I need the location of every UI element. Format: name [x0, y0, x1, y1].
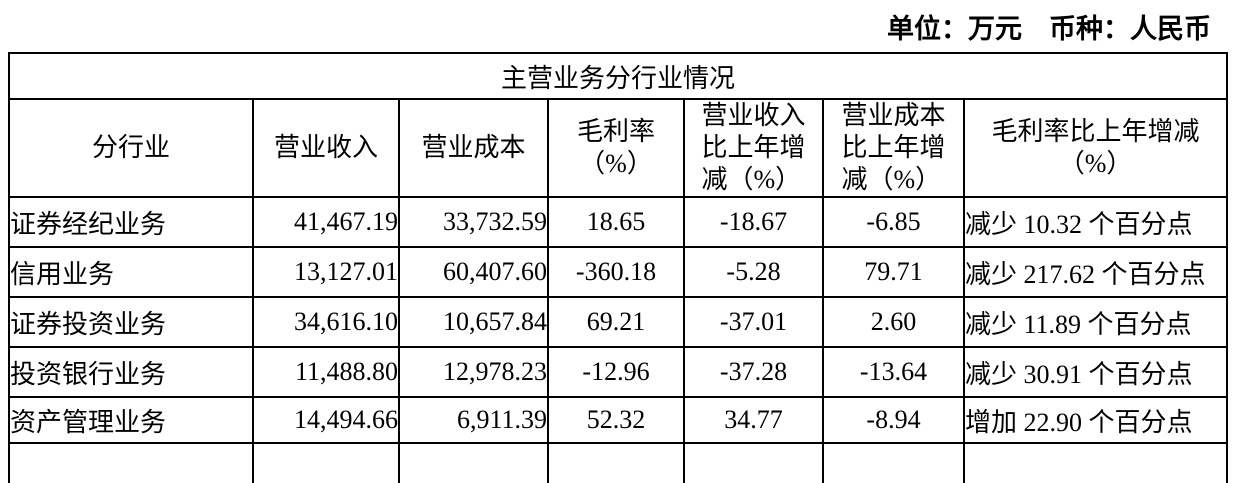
cell-revenue: 41,467.19: [252, 196, 400, 248]
cell-margin-change: 减少 11.89 个百分点: [962, 296, 1229, 348]
cell-gross-margin: 18.65: [547, 196, 685, 248]
cell-cost-change: -13.64: [822, 346, 965, 398]
cell-gross-margin: -12.96: [547, 346, 685, 398]
cell-revenue: 14,494.66: [252, 396, 400, 444]
cell-empty: [8, 442, 254, 483]
cell-industry: 证券投资业务: [8, 296, 254, 348]
col-header-industry-label: 分行业: [91, 133, 170, 162]
cell-revenue-change: -5.28: [683, 246, 824, 298]
industry-segment-table: 主营业务分行业情况 分行业 营业收入 营业成本 毛利率 （%） 营业收入 比上年…: [7, 52, 1229, 483]
col-header-cost-label: 营业成本: [421, 133, 526, 162]
cell-margin-change: 增加 22.90 个百分点: [962, 396, 1229, 444]
cell-margin-change: 减少 217.62 个百分点: [962, 246, 1229, 298]
cell-cost: 10,657.84: [398, 296, 549, 348]
table-row: 资产管理业务 14,494.66 6,911.39 52.32 34.77 -8…: [8, 396, 1229, 444]
cell-cost: 12,978.23: [398, 346, 549, 398]
col-header-cost-change: 营业成本 比上年增 减（%）: [822, 98, 965, 198]
cell-cost: 6,911.39: [398, 396, 549, 444]
col-header-industry: 分行业: [8, 98, 254, 198]
table-row: 投资银行业务 11,488.80 12,978.23 -12.96 -37.28…: [8, 346, 1229, 398]
cell-cost-change: -6.85: [822, 196, 965, 248]
cell-empty: [252, 442, 400, 483]
col-header-revenue-change: 营业收入 比上年增 减（%）: [683, 98, 824, 198]
col-header-revenue-change-label: 营业收入 比上年增 减（%）: [701, 101, 806, 194]
col-header-revenue-label: 营业收入: [273, 133, 378, 162]
cell-gross-margin: 52.32: [547, 396, 685, 444]
cell-revenue-change: -37.01: [683, 296, 824, 348]
cell-industry: 投资银行业务: [8, 346, 254, 398]
table-header-row: 分行业 营业收入 营业成本 毛利率 （%） 营业收入 比上年增 减（%） 营业成…: [8, 98, 1229, 198]
table-title-row: 主营业务分行业情况: [7, 52, 1229, 100]
cell-cost-change: -8.94: [822, 396, 965, 444]
cell-empty: [547, 442, 685, 483]
cell-industry: 证券经纪业务: [8, 196, 254, 248]
table-row-clipped: [8, 442, 1229, 483]
cell-cost: 60,407.60: [398, 246, 549, 298]
cell-revenue-change: -37.28: [683, 346, 824, 398]
col-header-revenue: 营业收入: [252, 98, 400, 198]
table-row: 证券经纪业务 41,467.19 33,732.59 18.65 -18.67 …: [8, 196, 1229, 248]
table-row: 证券投资业务 34,616.10 10,657.84 69.21 -37.01 …: [8, 296, 1229, 348]
cell-empty: [962, 442, 1229, 483]
cell-gross-margin: -360.18: [547, 246, 685, 298]
cell-empty: [683, 442, 824, 483]
table-title: 主营业务分行业情况: [7, 52, 1229, 100]
cell-empty: [398, 442, 549, 483]
cell-cost: 33,732.59: [398, 196, 549, 248]
cell-margin-change: 减少 10.32 个百分点: [962, 196, 1229, 248]
unit-currency-note: 单位：万元 币种：人民币: [887, 14, 1211, 44]
col-header-gross-margin: 毛利率 （%）: [547, 98, 685, 198]
cell-industry: 信用业务: [8, 246, 254, 298]
col-header-gross-margin-label: 毛利率 （%）: [576, 117, 655, 178]
cell-gross-margin: 69.21: [547, 296, 685, 348]
cell-revenue-change: -18.67: [683, 196, 824, 248]
table-row: 信用业务 13,127.01 60,407.60 -360.18 -5.28 7…: [8, 246, 1229, 298]
cell-revenue: 13,127.01: [252, 246, 400, 298]
cell-revenue: 34,616.10: [252, 296, 400, 348]
cell-cost-change: 79.71: [822, 246, 965, 298]
cell-cost-change: 2.60: [822, 296, 965, 348]
col-header-margin-change: 毛利率比上年增减 （%）: [962, 98, 1229, 198]
cell-revenue: 11,488.80: [252, 346, 400, 398]
col-header-cost: 营业成本: [398, 98, 549, 198]
cell-empty: [822, 442, 965, 483]
cell-revenue-change: 34.77: [683, 396, 824, 444]
col-header-cost-change-label: 营业成本 比上年增 减（%）: [841, 101, 946, 194]
cell-margin-change: 减少 30.91 个百分点: [962, 346, 1229, 398]
cell-industry: 资产管理业务: [8, 396, 254, 444]
col-header-margin-change-label: 毛利率比上年增减 （%）: [991, 117, 1200, 178]
